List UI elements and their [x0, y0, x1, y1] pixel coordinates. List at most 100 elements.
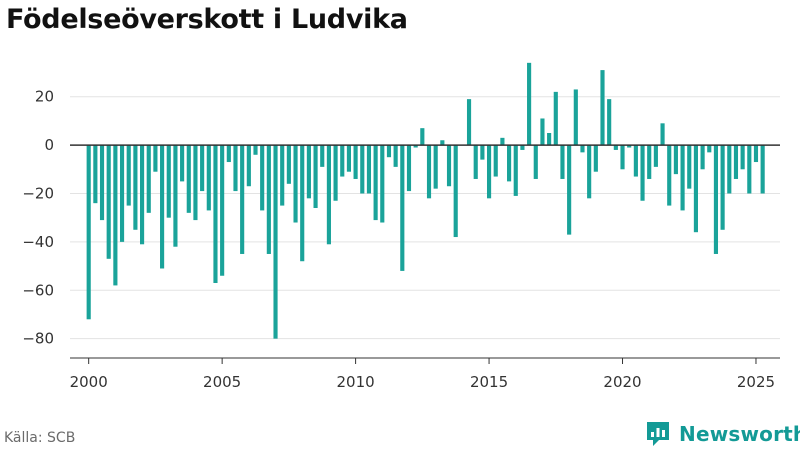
y-tick-label: 0 [44, 136, 54, 154]
bar [406, 145, 412, 192]
y-tick-label: −20 [22, 184, 54, 202]
bar [567, 145, 572, 235]
x-tick-label: 2010 [337, 373, 375, 391]
x-tick-label: 2020 [603, 373, 641, 391]
bar [520, 145, 525, 150]
bar [153, 145, 158, 172]
bar [713, 145, 719, 254]
bar [433, 145, 438, 189]
bar [500, 137, 505, 146]
bar [160, 145, 165, 269]
bar [180, 145, 185, 182]
brand-name: Newsworthy [679, 422, 800, 446]
brand-logo[interactable]: Newsworthy [645, 420, 800, 448]
bar [246, 145, 251, 187]
bar [386, 145, 392, 158]
bar [226, 145, 231, 163]
bar [426, 145, 432, 199]
bar [593, 145, 598, 172]
bar [613, 145, 618, 150]
bar [193, 145, 198, 221]
bar [720, 145, 725, 230]
bar [186, 145, 191, 213]
bar [633, 145, 638, 177]
bar [680, 145, 685, 211]
bar [553, 91, 558, 146]
bar [480, 145, 485, 160]
bar [240, 145, 245, 254]
bar [640, 145, 645, 201]
x-tick-label: 2005 [203, 373, 241, 391]
bar [213, 145, 218, 283]
bar [573, 89, 578, 146]
bar [413, 145, 418, 148]
bar [453, 145, 458, 238]
bar [687, 145, 692, 189]
bar [340, 145, 345, 177]
x-tick-label: 2025 [737, 373, 775, 391]
bar [507, 145, 512, 182]
bar [173, 145, 178, 247]
bar [106, 145, 111, 259]
bar [200, 145, 205, 192]
bar [99, 145, 105, 221]
bar [647, 145, 652, 179]
bar [126, 145, 131, 206]
bar [206, 145, 211, 211]
y-tick-label: −60 [22, 281, 54, 299]
bar [753, 145, 759, 163]
bar [333, 145, 338, 201]
bar [133, 145, 138, 230]
bar [300, 145, 305, 262]
bar [326, 145, 331, 245]
bar [660, 123, 665, 146]
bar [393, 145, 398, 167]
bar [293, 145, 298, 223]
bar [513, 145, 518, 196]
bar [286, 145, 291, 184]
bar [580, 145, 585, 153]
bar [473, 145, 478, 179]
bar [740, 145, 745, 170]
bar [466, 99, 472, 146]
bar [560, 145, 565, 179]
bar [607, 99, 612, 146]
bar [266, 145, 271, 254]
chart-title: Födelseöverskott i Ludvika [6, 4, 408, 35]
source-note: Källa: SCB [4, 430, 76, 446]
bar [533, 145, 538, 179]
bar [373, 145, 378, 221]
bar [700, 145, 705, 170]
bar [527, 62, 532, 146]
tick-labels: 20 0 −20 −40 −60 −80 2000 2005 2010 2015 2020 2025 [22, 88, 775, 391]
bar [119, 145, 125, 242]
bar [353, 145, 358, 179]
bar [253, 145, 258, 155]
bar [346, 145, 351, 172]
bar [486, 145, 492, 199]
bar [733, 145, 739, 179]
bar [627, 145, 632, 148]
bar [306, 145, 311, 199]
x-tick-label: 2015 [470, 373, 508, 391]
bar [667, 145, 672, 206]
y-tick-label: 20 [35, 88, 54, 106]
bar [540, 118, 545, 146]
bar [113, 145, 118, 286]
bar [280, 145, 285, 206]
newsworthy-logo-icon [647, 422, 669, 446]
bar [86, 145, 91, 320]
bar [360, 145, 365, 194]
bar [273, 145, 278, 339]
bar [440, 140, 445, 146]
bar [673, 145, 678, 175]
bar [547, 133, 552, 146]
bar [620, 145, 625, 170]
bar [220, 145, 225, 276]
bar [420, 128, 425, 146]
bar [313, 145, 318, 208]
bar [587, 145, 592, 199]
bar [166, 145, 171, 218]
bar [366, 145, 372, 194]
